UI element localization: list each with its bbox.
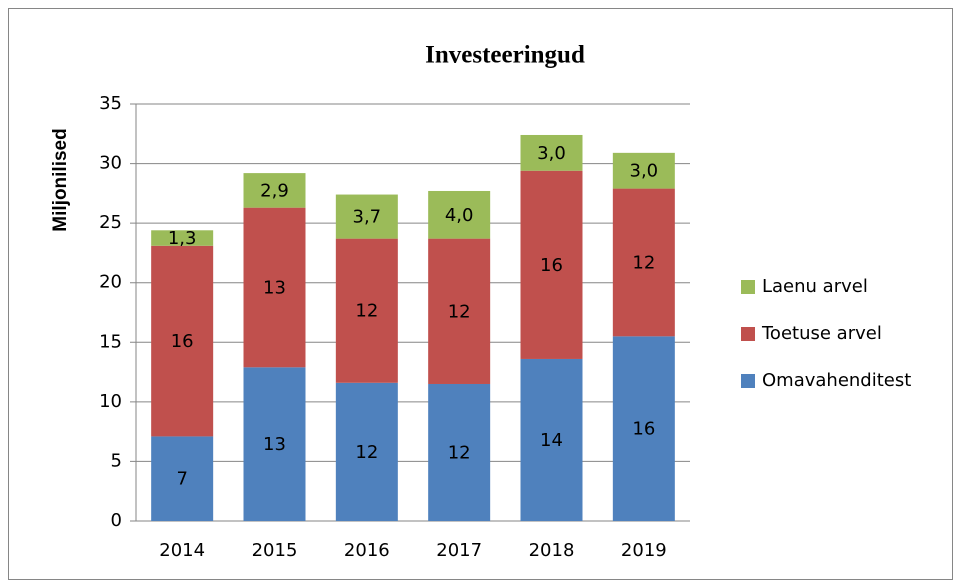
data-label: 12 xyxy=(355,301,378,322)
data-label: 3,0 xyxy=(630,161,659,182)
data-label: 16 xyxy=(171,331,194,352)
data-label: 2,9 xyxy=(260,180,289,201)
bar-segment xyxy=(151,436,214,521)
bar-segment xyxy=(612,336,675,521)
bar-segment xyxy=(520,170,583,359)
bar-segment xyxy=(520,358,583,521)
data-label: 12 xyxy=(355,442,378,463)
data-label: 1,3 xyxy=(168,228,197,249)
bar-segment xyxy=(151,245,214,437)
data-label: 13 xyxy=(263,434,286,455)
y-tick-label: 0 xyxy=(111,510,122,531)
chart-title: Investeeringud xyxy=(425,42,585,69)
legend-swatch xyxy=(741,327,755,341)
bar-segment xyxy=(335,194,398,239)
data-label: 3,0 xyxy=(537,143,566,164)
bar-segment xyxy=(428,238,491,384)
bar-segment xyxy=(243,173,306,208)
bar-segment xyxy=(335,238,398,383)
legend-label: Laenu arvel xyxy=(762,276,868,297)
legend-label: Omavahenditest xyxy=(762,370,911,391)
data-label: 12 xyxy=(448,442,471,463)
x-tick-label: 2018 xyxy=(529,540,575,561)
bar-segment xyxy=(520,134,583,171)
bar-segment xyxy=(243,367,306,521)
data-label: 7 xyxy=(176,469,187,490)
y-axis-label: Miljonilised xyxy=(50,128,71,231)
bar-segment xyxy=(151,230,214,246)
x-tick-label: 2019 xyxy=(621,540,667,561)
bar-segment xyxy=(612,152,675,189)
data-label: 16 xyxy=(632,419,655,440)
y-tick-label: 25 xyxy=(99,212,122,233)
legend-swatch xyxy=(741,280,755,294)
y-tick-label: 30 xyxy=(99,153,122,174)
x-tick-label: 2016 xyxy=(344,540,390,561)
y-tick-label: 35 xyxy=(99,93,122,114)
data-label: 13 xyxy=(263,277,286,298)
x-tick-label: 2017 xyxy=(436,540,482,561)
data-label: 12 xyxy=(448,301,471,322)
legend-swatch xyxy=(741,374,755,388)
legend-label: Toetuse arvel xyxy=(761,323,882,344)
data-label: 12 xyxy=(632,252,655,273)
bar-segment xyxy=(428,383,491,521)
x-tick-label: 2015 xyxy=(252,540,298,561)
data-label: 3,7 xyxy=(353,207,382,228)
y-tick-label: 15 xyxy=(99,331,122,352)
x-tick-label: 2014 xyxy=(159,540,205,561)
bar-segment xyxy=(243,207,306,368)
data-label: 16 xyxy=(540,255,563,276)
bar-segment xyxy=(335,382,398,521)
y-tick-label: 5 xyxy=(111,450,122,471)
data-label: 14 xyxy=(540,430,563,451)
bar-segment xyxy=(428,190,491,239)
data-label: 4,0 xyxy=(445,205,474,226)
bar-segment xyxy=(612,188,675,337)
y-tick-label: 10 xyxy=(99,391,122,412)
y-tick-label: 20 xyxy=(99,272,122,293)
